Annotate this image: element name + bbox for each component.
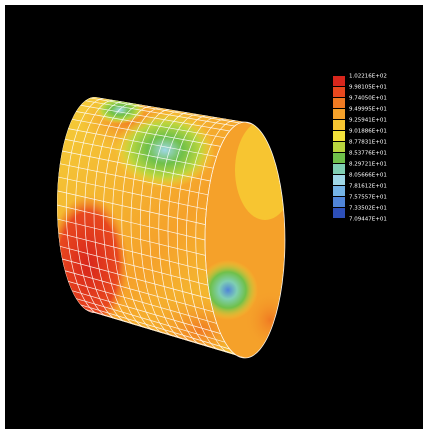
legend-swatch [333,164,345,174]
legend-swatch [333,208,345,218]
legend-swatch [333,120,345,130]
legend-label: 8.29721E+01 [349,162,387,168]
legend-label: 1.02216E+02 [349,74,387,80]
legend-label: 7.09447E+01 [349,217,387,223]
legend-label: 9.49995E+01 [349,107,387,113]
legend-label: 8.05666E+01 [349,173,387,179]
legend-label: 9.01886E+01 [349,129,387,135]
legend-label: 9.98105E+01 [349,85,387,91]
legend-swatch [333,197,345,207]
legend-label: 9.74050E+01 [349,96,387,102]
legend-swatch [333,131,345,141]
legend-label: 9.25941E+01 [349,118,387,124]
legend-swatch [333,76,345,86]
legend-swatch [333,153,345,163]
legend-label: 8.53776E+01 [349,151,387,157]
legend-swatch [333,142,345,152]
page: 1.02216E+02 9.98105E+01 9.74050E+01 9.49995… [0,0,428,434]
legend-swatch [333,175,345,185]
legend-label: 7.57557E+01 [349,195,387,201]
legend-swatch [333,109,345,119]
legend-swatch [333,186,345,196]
legend-label: 7.33502E+01 [349,206,387,212]
screenshot: 1.02216E+02 9.98105E+01 9.74050E+01 9.49995… [0,0,428,434]
legend-swatch [333,98,345,108]
legend-label: 8.77831E+01 [349,140,387,146]
legend-label: 7.81612E+01 [349,184,387,190]
legend-swatch [333,87,345,97]
